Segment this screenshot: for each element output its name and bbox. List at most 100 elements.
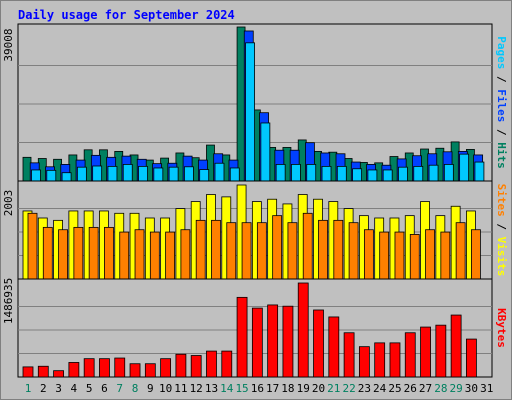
panel-middle-ymax-label: 2003	[2, 190, 15, 217]
bar-pages-day-25	[398, 166, 408, 182]
bar-pages-day-17	[275, 164, 286, 182]
x-tick-label-30: 30	[465, 382, 478, 395]
x-tick-label-18: 18	[281, 382, 294, 395]
panel-top-ymax-label: 39008	[2, 28, 15, 61]
bar-pages-day-30	[474, 161, 485, 182]
bar-sites-day-6	[104, 226, 114, 280]
bar-sites-day-14	[226, 222, 237, 280]
bar-kbytes-day-25	[389, 342, 401, 378]
bar-kbytes-day-3	[53, 370, 64, 378]
bar-sites-day-23	[363, 229, 374, 280]
bar-sites-day-29	[455, 222, 466, 280]
bar-pages-day-19	[306, 164, 317, 182]
bar-hits-day-1	[22, 156, 32, 182]
bar-kbytes-day-12	[190, 355, 202, 378]
bar-pages-day-29	[459, 153, 470, 182]
bar-pages-day-21	[336, 165, 347, 182]
x-tick-label-24: 24	[373, 382, 387, 395]
x-tick-label-12: 12	[190, 382, 203, 395]
bar-pages-day-16	[260, 122, 271, 182]
bar-pages-day-27	[428, 164, 439, 182]
x-tick-label-4: 4	[71, 382, 78, 395]
panel-middle-legend: Sites / Visits	[495, 184, 508, 277]
bar-kbytes-day-2	[37, 365, 49, 378]
bar-kbytes-day-4	[68, 362, 80, 378]
panel-bottom: 1486935 KBytes	[2, 278, 508, 378]
x-tick-label-23: 23	[358, 382, 371, 395]
x-tick-label-26: 26	[404, 382, 417, 395]
bar-kbytes-day-16	[251, 307, 263, 378]
x-tick-label-16: 16	[251, 382, 264, 395]
x-tick-label-15: 15	[235, 382, 248, 395]
bar-sites-day-16	[256, 222, 267, 280]
bar-pages-day-10	[168, 166, 179, 182]
x-tick-label-13: 13	[205, 382, 218, 395]
bar-kbytes-day-15	[236, 296, 248, 378]
x-tick-label-17: 17	[266, 382, 279, 395]
x-tick-label-14: 14	[220, 382, 234, 395]
bar-kbytes-day-20	[313, 309, 324, 378]
bar-sites-day-26	[409, 234, 420, 280]
legend-entry-middle-2: Visits	[495, 237, 508, 277]
x-tick-label-9: 9	[147, 382, 154, 395]
legend-entry-top-1: /	[495, 69, 508, 89]
bar-kbytes-day-11	[175, 353, 187, 378]
bar-pages-day-15	[245, 42, 255, 182]
bar-kbytes-day-21	[328, 316, 340, 378]
bar-pages-day-28	[443, 164, 454, 182]
bar-kbytes-day-27	[420, 326, 431, 378]
x-tick-label-2: 2	[40, 382, 47, 395]
x-tick-label-22: 22	[342, 382, 355, 395]
bar-sites-day-18	[287, 222, 298, 280]
bar-pages-day-2	[46, 169, 57, 182]
bar-sites-day-19	[302, 212, 313, 280]
bar-pages-day-6	[107, 165, 118, 182]
panel-top-legend: Pages / Files / Hits	[495, 36, 508, 169]
bar-pages-day-4	[76, 166, 87, 182]
bar-sites-day-25	[394, 231, 405, 280]
x-tick-label-11: 11	[174, 382, 187, 395]
legend-entry-bottom-0: KBytes	[495, 308, 508, 348]
bar-pages-day-14	[229, 167, 240, 182]
bar-sites-day-21	[333, 219, 344, 280]
bar-sites-day-11	[180, 229, 191, 280]
bar-kbytes-day-14	[221, 350, 233, 378]
x-tick-label-8: 8	[132, 382, 139, 395]
bar-kbytes-day-24	[374, 342, 386, 378]
bar-pages-day-1	[31, 169, 41, 182]
legend-entry-top-4: Hits	[495, 142, 508, 169]
bar-kbytes-day-8	[129, 363, 141, 378]
legend-entry-top-0: Pages	[495, 36, 508, 69]
bar-sites-day-2	[42, 226, 53, 280]
bar-sites-day-27	[425, 229, 435, 280]
panel-bottom-legend: KBytes	[495, 308, 508, 348]
bar-pages-day-8	[138, 165, 148, 182]
bar-sites-day-1	[27, 212, 38, 280]
bar-pages-day-5	[92, 165, 103, 182]
bar-kbytes-day-17	[267, 304, 279, 378]
x-tick-label-29: 29	[450, 382, 463, 395]
bar-sites-day-13	[211, 219, 221, 280]
bar-pages-day-24	[382, 169, 393, 182]
bar-sites-day-9	[149, 231, 160, 280]
bar-kbytes-day-29	[450, 314, 462, 378]
bar-sites-day-20	[318, 219, 328, 280]
bar-pages-day-9	[153, 167, 164, 182]
bar-sites-day-22	[348, 222, 359, 280]
bar-kbytes-day-13	[206, 350, 217, 378]
panel-top: 39008 Pages / Files / Hits	[2, 23, 508, 182]
bar-sites-day-28	[440, 231, 451, 280]
bar-kbytes-day-28	[435, 324, 447, 378]
x-tick-label-19: 19	[297, 382, 310, 395]
bar-pages-day-11	[184, 166, 194, 182]
legend-entry-top-3: /	[495, 122, 508, 142]
bar-sites-day-12	[195, 219, 206, 280]
x-tick-label-20: 20	[312, 382, 325, 395]
chart-title: Daily usage for September 2024	[18, 8, 235, 22]
bar-kbytes-day-26	[404, 332, 416, 378]
x-tick-label-31: 31	[480, 382, 493, 395]
bar-pages-day-22	[352, 168, 362, 182]
panel-bottom-ymax-label: 1486935	[2, 278, 15, 324]
bar-sites-day-4	[73, 226, 84, 280]
